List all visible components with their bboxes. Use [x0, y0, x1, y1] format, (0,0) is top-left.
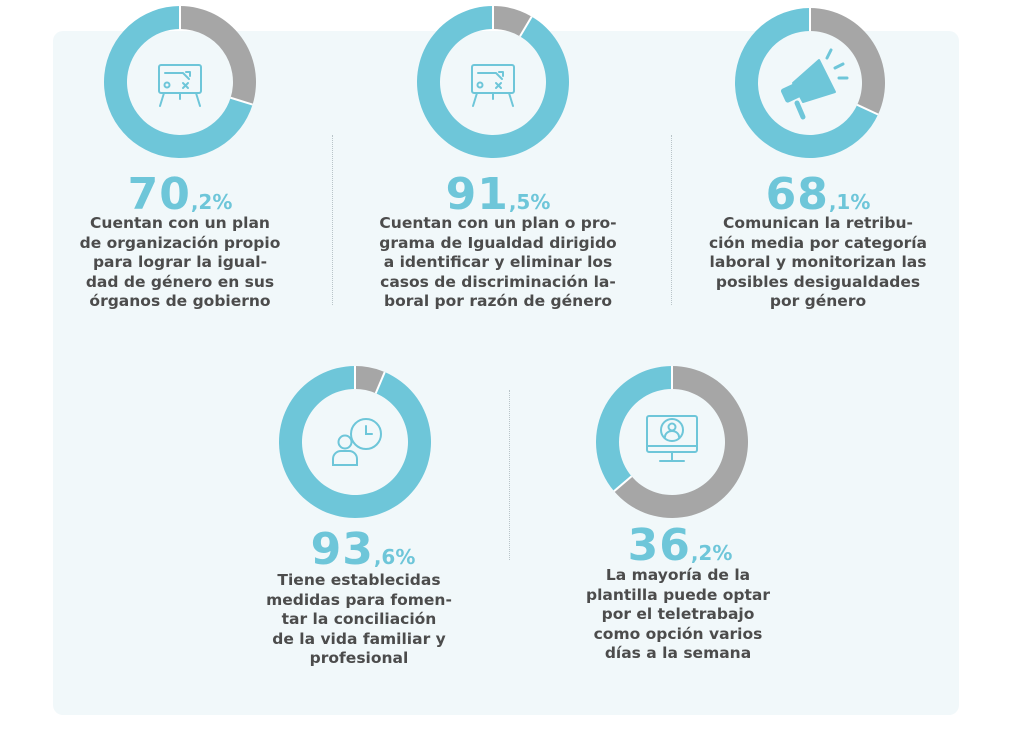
- percentage-decimal-5: ,2%: [690, 541, 733, 565]
- donut-value-segment-3: [735, 8, 879, 158]
- divider-3: [509, 390, 510, 560]
- percentage-3: 68,1%: [698, 173, 938, 217]
- percentage-4: 93,6%: [243, 528, 483, 572]
- donut-separator-5-2: [613, 475, 633, 492]
- divider-1: [332, 135, 333, 305]
- percentage-integer-1: 70: [127, 169, 191, 220]
- donut-center-4: [314, 401, 396, 483]
- percentage-decimal-2: ,5%: [508, 190, 551, 214]
- donut-value-segment-4: [279, 366, 431, 518]
- description-2: Cuentan con un plan o pro- grama de Igua…: [379, 214, 617, 310]
- remote-worker-monitor-icon: [646, 415, 698, 462]
- percentage-decimal-1: ,2%: [190, 190, 233, 214]
- percentage-1: 70,2%: [60, 173, 300, 217]
- donut-chart-5: [596, 366, 748, 518]
- percentage-2: 91,5%: [378, 173, 618, 217]
- donut-value-segment-1: [104, 6, 253, 158]
- donut-chart-4: [279, 366, 431, 518]
- donut-separator-4-2: [374, 371, 386, 394]
- percentage-decimal-3: ,1%: [828, 190, 871, 214]
- description-5: La mayoría de la plantilla puede optar p…: [585, 566, 770, 662]
- donut-remainder-segment-1: [180, 6, 256, 105]
- donut-value-segment-5: [596, 366, 672, 492]
- strategy-board-icon: [471, 64, 515, 107]
- megaphone-icon: [780, 48, 849, 120]
- donut-chart-1: [104, 6, 256, 158]
- donut-center-2: [452, 41, 534, 123]
- donut-center-1: [139, 41, 221, 123]
- percentage-5: 36,2%: [560, 524, 800, 568]
- percentage-integer-4: 93: [310, 524, 374, 575]
- donut-separator-2-2: [519, 16, 533, 37]
- percentage-integer-3: 68: [765, 169, 829, 220]
- donut-remainder-segment-3: [810, 8, 885, 115]
- donut-separator-3-2: [856, 103, 879, 116]
- percentage-integer-2: 91: [445, 169, 509, 220]
- donut-remainder-segment-5: [614, 366, 748, 518]
- donut-chart-2: [417, 6, 569, 158]
- strategy-board-icon: [158, 64, 202, 107]
- description-3: Comunican la retribu- ción media por cat…: [708, 214, 928, 310]
- percentage-decimal-4: ,6%: [373, 545, 416, 569]
- percentage-integer-5: 36: [627, 520, 691, 571]
- donut-remainder-segment-2: [493, 6, 532, 37]
- description-1: Cuentan con un plan de organización prop…: [79, 214, 281, 310]
- donut-chart-3: [735, 8, 885, 158]
- person-clock-icon: [332, 418, 382, 466]
- donut-remainder-segment-4: [355, 366, 385, 394]
- description-4: Tiene establecidas medidas para fomen- t…: [266, 571, 452, 667]
- donut-value-segment-2: [417, 6, 569, 158]
- donut-separator-1-2: [230, 96, 253, 106]
- divider-2: [671, 135, 672, 305]
